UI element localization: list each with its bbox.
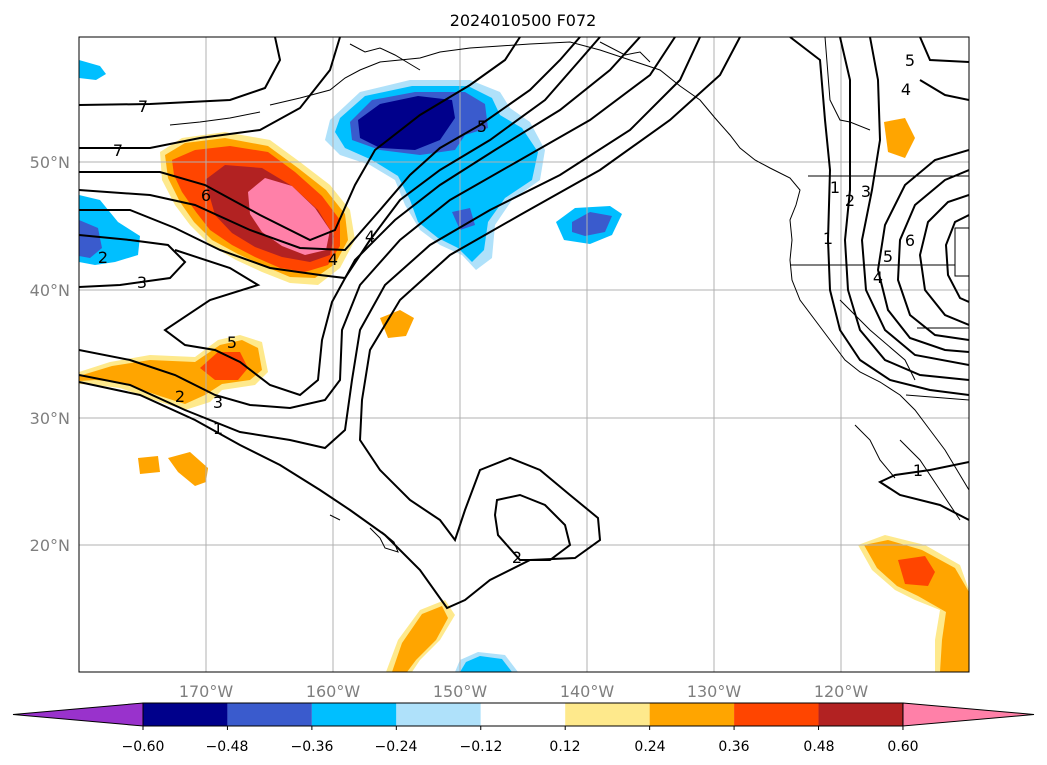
contour-label: 7 [113,141,123,160]
contour-label: 5 [905,51,915,70]
colorbar-tick-label: −0.48 [206,739,249,755]
colorbar-tick-label: −0.24 [375,739,418,755]
colorbar-segment [143,703,228,726]
map-title: 2024010500 F072 [450,11,597,30]
contour-label: 1 [213,419,223,438]
colorbar-segment [818,703,903,726]
colorbar-tick-label: −0.60 [122,739,165,755]
positive-anomaly-region [898,556,935,586]
contour-label: 3 [861,182,871,201]
contour-label: 2 [175,387,185,406]
positive-anomaly-region [168,452,208,486]
map-area: 7 7 6 5 5 4 4 3 3 2 2 2 1 1 1 1 2 3 5 6 … [79,37,969,672]
contour-label: 5 [227,333,237,352]
colorbar-segment [565,703,650,726]
longitude-labels: 170°W 160°W 150°W 140°W 130°W 120°W [179,682,869,701]
shading-layer [79,60,969,672]
positive-anomaly-region [884,118,915,158]
contour-label: 3 [213,393,223,412]
contour-label: 2 [512,548,522,567]
contour-label: 4 [365,227,375,246]
negative-anomaly-region [460,656,512,672]
contour-label: 4 [901,80,911,99]
colorbar-tick-label: 0.24 [634,739,665,755]
positive-anomaly-region [392,606,448,672]
map-frame [78,36,970,673]
negative-anomaly-region [79,220,102,258]
colorbar-extend-high [902,702,1035,727]
colorbar [12,702,1035,730]
lat-label: 40°N [30,281,70,300]
contour-label: 7 [138,97,148,116]
contour-label: 1 [823,229,833,248]
contour-label: 2 [845,191,855,210]
colorbar-tick-label: −0.12 [460,739,503,755]
contour-label: 2 [98,248,108,267]
contour-label-layer: 7 7 6 5 5 4 4 3 3 2 2 2 1 1 1 1 2 3 5 6 … [98,51,923,567]
colorbar-tick-label: −0.36 [291,739,334,755]
colorbar-tick-label: 0.36 [718,739,749,755]
lon-label: 170°W [179,682,234,701]
colorbar-extend-low [12,702,144,727]
lon-label: 160°W [306,682,361,701]
colorbar-segment [396,703,481,726]
positive-anomaly-region [138,456,160,474]
contour-label: 4 [328,250,338,269]
gridlines [79,37,969,672]
positive-anomaly-region [864,540,969,672]
contour-label: 3 [137,273,147,292]
colorbar-labels: −0.60 −0.48 −0.36 −0.24 −0.12 0.12 0.24 … [122,739,919,755]
lat-label: 20°N [30,536,70,555]
contour-label: 5 [477,117,487,136]
lon-label: 130°W [687,682,742,701]
contour-lines [79,37,969,610]
colorbar-segment [480,703,566,726]
lon-label: 150°W [433,682,488,701]
colorbar-tick-label: 0.60 [887,739,918,755]
colorbar-segment [311,703,397,726]
contour-label: 6 [905,231,915,250]
lon-label: 120°W [814,682,869,701]
contour-label: 5 [883,247,893,266]
negative-anomaly-region [572,212,612,236]
colorbar-frame [142,702,904,727]
contour-label: 1 [830,178,840,197]
contour-label: 6 [201,186,211,205]
colorbar-segment [649,703,735,726]
colorbar-segment [734,703,819,726]
positive-anomaly-region [380,310,414,338]
lon-label: 140°W [560,682,615,701]
colorbar-tick-label: 0.48 [803,739,834,755]
contour-label: 1 [913,461,923,480]
colorbar-segment [227,703,312,726]
colorbar-tick-label: 0.12 [549,739,580,755]
lat-label: 50°N [30,153,70,172]
contour-label: 4 [873,268,883,287]
negative-anomaly-region [452,208,475,230]
lat-label: 30°N [30,409,70,428]
latitude-labels: 50°N 40°N 30°N 20°N [30,153,70,555]
negative-anomaly-region [79,60,106,80]
